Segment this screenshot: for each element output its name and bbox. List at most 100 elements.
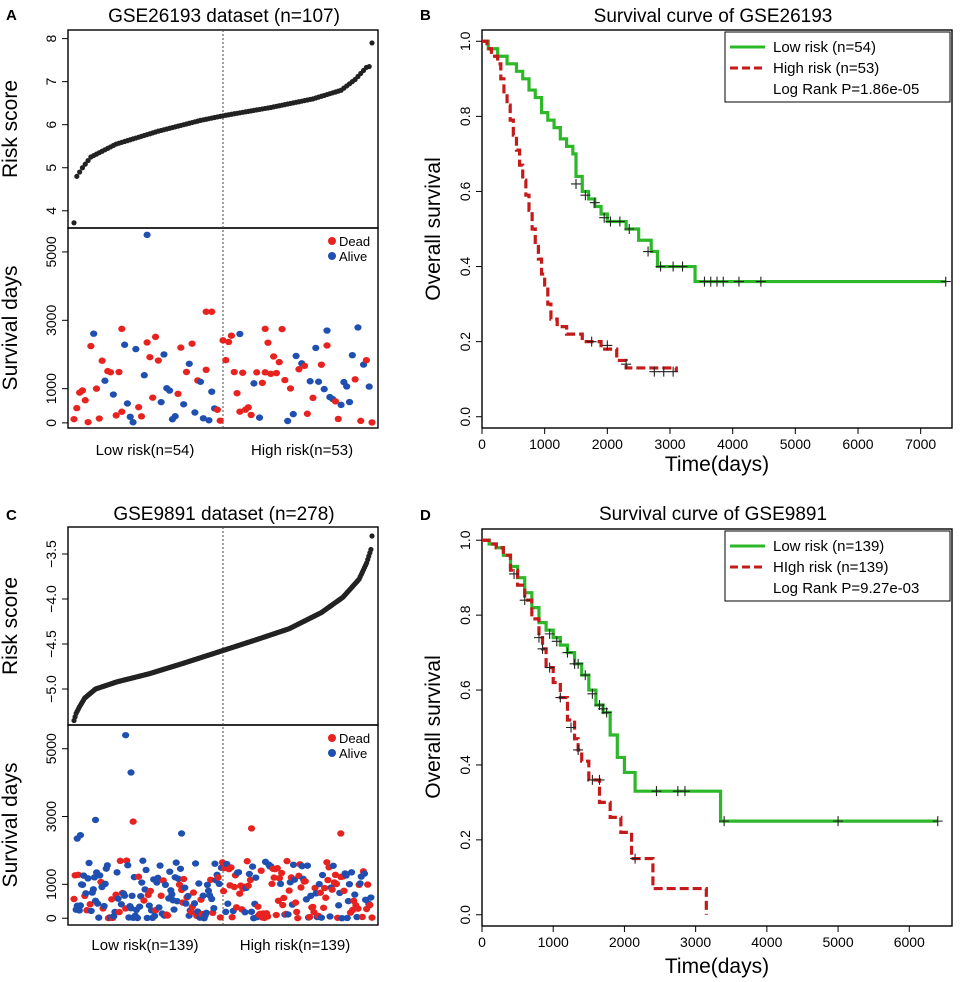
alive-point — [185, 360, 193, 367]
risk-score-point — [71, 220, 77, 226]
dead-point — [317, 361, 325, 368]
dead-point — [208, 308, 216, 315]
dead-point — [323, 859, 331, 866]
panel-a-risk-ylabel: Risk score — [0, 80, 22, 178]
y-tick-label: 7 — [43, 78, 59, 86]
alive-point — [343, 914, 351, 922]
alive-point — [75, 907, 83, 914]
censor-mark — [668, 261, 679, 272]
censor-mark — [537, 643, 548, 654]
dead-point — [182, 368, 191, 376]
alive-point — [252, 874, 260, 881]
censor-mark — [655, 261, 666, 272]
y-tick-label: −4.5 — [43, 630, 59, 658]
y-tick-label: 0.6 — [457, 182, 473, 202]
x-tick-label: 1000 — [529, 436, 560, 452]
alive-point — [210, 904, 218, 912]
alive-point — [176, 865, 185, 872]
panel-d-legend-box — [724, 530, 951, 602]
alive-point — [127, 769, 135, 776]
alive-point — [338, 914, 346, 922]
dead-point — [70, 895, 78, 903]
alive-point — [196, 378, 205, 385]
alive-point — [121, 341, 129, 348]
alive-point — [347, 869, 356, 876]
alive-point — [140, 372, 148, 379]
censor-mark — [755, 276, 766, 287]
x-tick-label: 4000 — [717, 436, 748, 452]
alive-point — [101, 880, 109, 888]
dead-point — [275, 874, 284, 882]
censor-mark — [586, 336, 597, 347]
alive-point — [96, 872, 104, 879]
dead-point — [95, 415, 103, 422]
y-tick-label: 1.0 — [457, 530, 473, 550]
censor-mark — [571, 178, 581, 189]
panel-c-survival-points — [70, 731, 376, 922]
dead-point — [140, 897, 148, 904]
y-tick-label: 1000 — [43, 869, 59, 900]
alive-point — [353, 913, 361, 921]
dead-point — [84, 418, 92, 426]
alive-point — [354, 324, 362, 331]
dead-point — [222, 356, 230, 364]
y-tick-label: 0.2 — [457, 332, 473, 352]
dead-point — [357, 417, 365, 425]
censor-mark — [555, 692, 566, 703]
panel-a-legend: Dead Alive — [328, 234, 370, 264]
panel-b-legend-box — [724, 31, 951, 103]
alive-point — [114, 895, 122, 902]
panel-a-legend-dead-marker — [328, 237, 336, 245]
alive-point — [101, 377, 109, 384]
alive-point — [205, 417, 213, 424]
dead-point — [328, 886, 336, 893]
alive-point — [190, 900, 199, 907]
panel-d: D Survival curve of GSE9891 Overall surv… — [420, 504, 953, 978]
dead-point — [278, 869, 286, 877]
alive-point — [211, 860, 219, 867]
alive-point — [289, 410, 297, 418]
dead-point — [322, 894, 330, 901]
alive-point — [100, 902, 108, 910]
dead-point — [106, 369, 115, 376]
alive-point — [191, 409, 199, 416]
alive-point — [184, 892, 192, 900]
censor-mark — [544, 628, 555, 639]
alive-point — [289, 861, 298, 868]
alive-point — [103, 862, 111, 869]
alive-point — [126, 413, 134, 421]
dead-point — [253, 369, 261, 376]
panel-d-curves — [482, 538, 943, 915]
dead-point — [268, 880, 276, 888]
alive-point — [199, 415, 207, 422]
censor-mark — [580, 670, 591, 681]
alive-point — [91, 816, 100, 824]
dead-point — [202, 308, 210, 315]
panel-c-title: GSE9891 dataset (n=278) — [113, 504, 334, 525]
dead-point — [272, 911, 280, 919]
censor-mark — [605, 216, 616, 227]
dead-point — [368, 419, 376, 426]
risk-score-point — [366, 63, 372, 70]
alive-point — [236, 330, 244, 338]
alive-point — [284, 417, 292, 425]
alive-point — [343, 383, 351, 390]
dead-point — [247, 825, 256, 832]
panel-d-axes: 0 1000 2000 3000 4000 5000 6000 0.0 0.2 0.4 0.6 0.8… — [457, 530, 925, 950]
censor-mark — [630, 853, 641, 864]
dead-point — [149, 394, 157, 401]
panel-b-xlabel: Time(days) — [665, 453, 769, 476]
dead-point — [272, 369, 281, 377]
y-tick-label: 0 — [43, 914, 59, 922]
alive-point — [342, 872, 350, 879]
alive-point — [177, 830, 186, 837]
dead-point — [254, 903, 262, 910]
dead-point — [340, 887, 348, 895]
dead-point — [115, 908, 123, 916]
alive-point — [182, 900, 190, 907]
x-tick-label: 1000 — [538, 934, 569, 950]
y-tick-label: 3000 — [43, 305, 59, 336]
alive-point — [208, 895, 216, 903]
dead-point — [189, 889, 198, 896]
dead-point — [358, 913, 366, 921]
